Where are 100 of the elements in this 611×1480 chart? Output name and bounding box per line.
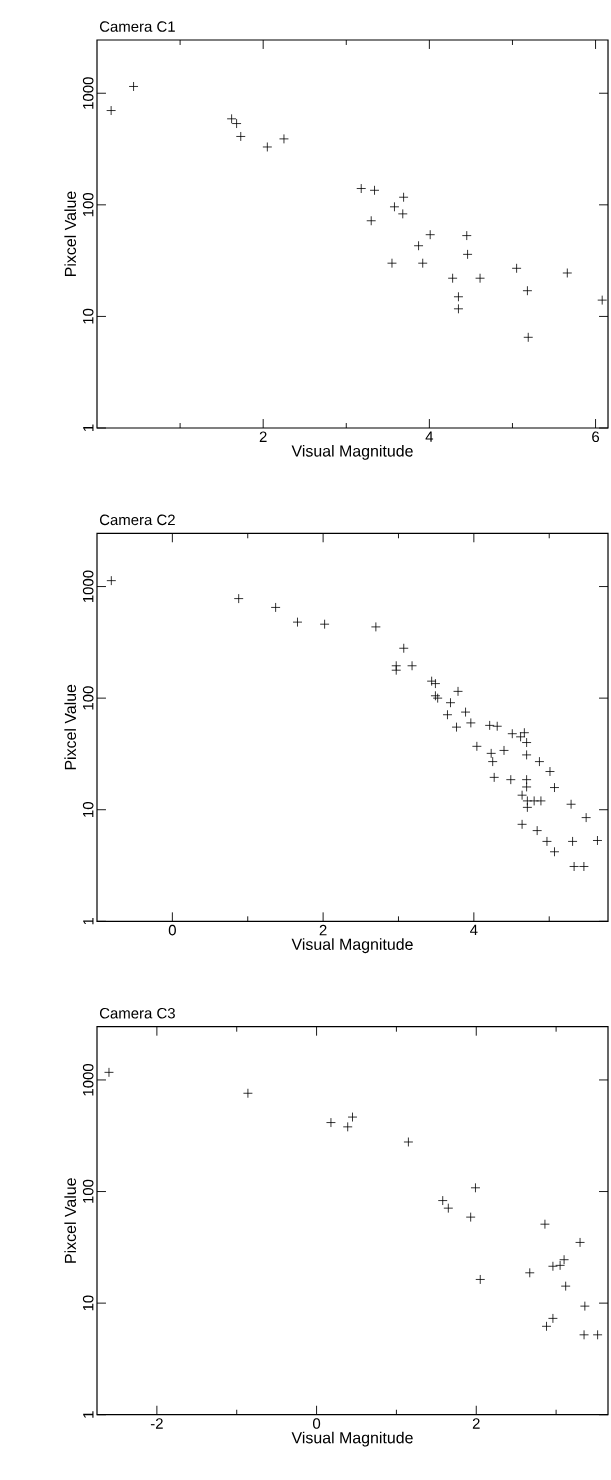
point (487, 756, 498, 767)
point (536, 796, 546, 806)
point (426, 676, 437, 687)
point (475, 1274, 486, 1285)
x-tick-label: 2 (259, 431, 267, 442)
y-tick-label: 1000 (82, 1063, 94, 1096)
point (499, 745, 509, 756)
x-axis-title: Visual Magnitude (291, 444, 413, 460)
point (453, 303, 464, 314)
point (521, 782, 532, 792)
y-axis-title: Pixcel Value (64, 1178, 77, 1263)
point (342, 1121, 353, 1132)
point (235, 131, 246, 142)
point (548, 1313, 558, 1324)
point (233, 593, 244, 604)
point (484, 720, 495, 731)
point (569, 861, 579, 872)
x-tick-label: 0 (312, 1418, 321, 1429)
y-tick-label: 1000 (82, 77, 94, 109)
point (522, 802, 533, 813)
point (489, 772, 500, 783)
point (470, 1182, 481, 1193)
point (492, 721, 503, 732)
point (581, 812, 592, 823)
y-tick-label: 1 (83, 1411, 94, 1418)
chart-title: Camera C1 (99, 21, 175, 32)
point (532, 825, 543, 836)
point (453, 291, 464, 302)
point (430, 678, 441, 689)
point (461, 230, 472, 241)
point (451, 722, 462, 732)
point (425, 229, 436, 240)
x-tick-label: 4 (425, 431, 434, 442)
point (270, 602, 281, 613)
chart-title: Camera C3 (99, 1007, 175, 1019)
point (549, 846, 560, 857)
point (522, 285, 533, 296)
point (542, 836, 552, 847)
point (407, 660, 417, 671)
point (592, 1329, 603, 1340)
point (562, 268, 573, 278)
point (389, 201, 400, 212)
point (567, 836, 578, 847)
point (511, 263, 522, 274)
point (517, 819, 527, 830)
point (560, 1281, 571, 1292)
point (523, 332, 534, 343)
point (369, 185, 380, 196)
x-tick-label: 6 (592, 431, 600, 443)
x-tick-label: 2 (472, 1418, 480, 1429)
point (524, 1267, 535, 1278)
point (104, 1067, 114, 1078)
point (465, 1212, 476, 1222)
chart-title: Camera C2 (99, 514, 175, 526)
y-tick-label: 10 (82, 308, 94, 324)
point (486, 748, 497, 759)
point (548, 1261, 558, 1272)
x-axis-title: Visual Magnitude (291, 1431, 413, 1447)
x-tick-label: 4 (470, 924, 478, 936)
point (534, 756, 545, 767)
point (326, 1117, 336, 1128)
y-tick-label: 100 (82, 1179, 94, 1203)
point (555, 1260, 565, 1271)
point (460, 707, 471, 717)
point (437, 1195, 448, 1206)
point (442, 709, 453, 720)
point (417, 258, 428, 269)
x-tick-label: 0 (168, 924, 176, 936)
point (447, 273, 458, 284)
point (475, 273, 485, 284)
point (292, 617, 303, 627)
x-axis-title: Visual Magnitude (291, 938, 413, 954)
point (366, 215, 377, 226)
point (397, 208, 408, 219)
y-tick-label: 10 (82, 1295, 94, 1311)
y-tick-label: 10 (82, 802, 94, 817)
point (279, 133, 289, 144)
point (106, 575, 117, 586)
point (505, 774, 516, 785)
point (387, 258, 397, 269)
point (471, 741, 482, 752)
point (128, 81, 139, 92)
y-tick-label: 1 (83, 424, 94, 432)
y-tick-label: 100 (82, 686, 94, 710)
point (370, 622, 381, 632)
point (443, 1203, 454, 1214)
y-tick-label: 1 (83, 917, 94, 925)
point (453, 686, 463, 697)
y-tick-label: 100 (82, 192, 94, 217)
point (445, 697, 456, 708)
y-tick-label: 1000 (82, 570, 94, 603)
point (319, 619, 330, 630)
point (347, 1112, 358, 1122)
point (391, 665, 402, 676)
point (579, 861, 589, 872)
point (462, 249, 473, 260)
point (398, 192, 409, 203)
point (540, 1219, 550, 1230)
point (559, 1254, 569, 1265)
point (549, 782, 560, 793)
